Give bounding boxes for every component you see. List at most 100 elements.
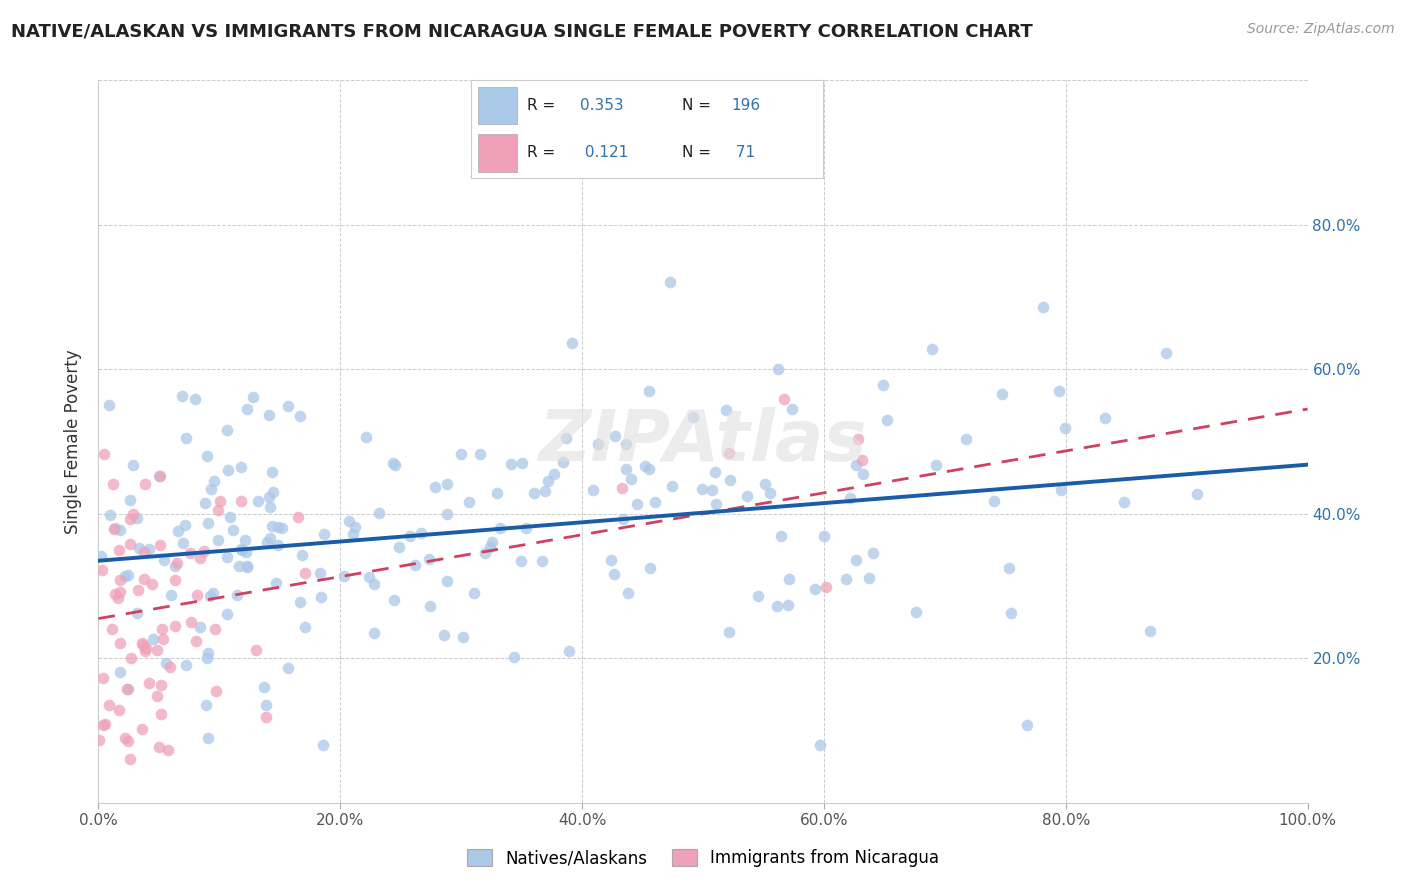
Point <box>93 447 115 461</box>
Point <box>103 522 125 536</box>
Point <box>108 523 131 537</box>
Point <box>457 495 479 509</box>
Text: R =: R = <box>527 98 555 113</box>
Point <box>108 585 131 599</box>
FancyBboxPatch shape <box>478 87 517 124</box>
Point <box>813 529 835 543</box>
Point <box>131 722 153 736</box>
Point <box>229 541 252 556</box>
Point <box>603 567 626 582</box>
Point <box>337 514 360 528</box>
Point <box>149 538 172 552</box>
Point <box>186 588 208 602</box>
Point <box>172 536 194 550</box>
Point <box>610 481 633 495</box>
Point <box>523 485 546 500</box>
Point <box>118 493 141 508</box>
Text: R =: R = <box>527 145 555 161</box>
Point <box>433 628 456 642</box>
Point <box>614 437 637 451</box>
Point <box>357 570 380 584</box>
Point <box>1154 346 1177 360</box>
Point <box>253 680 276 694</box>
Point <box>311 590 333 604</box>
Point <box>537 474 560 488</box>
Point <box>845 458 868 472</box>
Point <box>121 458 143 472</box>
Text: 0.121: 0.121 <box>581 145 628 161</box>
Point <box>127 583 149 598</box>
Point <box>132 639 155 653</box>
Point <box>717 624 740 639</box>
Point <box>208 494 231 508</box>
Point <box>165 618 187 632</box>
Point <box>277 661 299 675</box>
Point <box>682 410 704 425</box>
Point <box>146 690 169 704</box>
Point <box>107 591 129 605</box>
Point <box>561 336 583 351</box>
Point <box>217 423 239 437</box>
Point <box>384 458 406 472</box>
Point <box>176 432 198 446</box>
Point <box>236 401 259 416</box>
Point <box>983 493 1005 508</box>
Point <box>658 275 681 289</box>
Point <box>852 467 875 481</box>
Point <box>153 553 176 567</box>
Point <box>125 511 148 525</box>
Point <box>117 681 139 696</box>
Point <box>236 559 259 574</box>
Point <box>290 409 312 423</box>
Point <box>195 651 218 665</box>
Point <box>776 598 799 612</box>
Legend: Natives/Alaskans, Immigrants from Nicaragua: Natives/Alaskans, Immigrants from Nicara… <box>460 842 946 874</box>
Point <box>163 573 186 587</box>
Point <box>170 389 193 403</box>
Point <box>758 485 780 500</box>
Point <box>617 585 640 599</box>
Point <box>921 342 943 356</box>
Point <box>204 622 226 636</box>
Point <box>704 497 727 511</box>
Point <box>134 545 156 559</box>
Point <box>128 541 150 555</box>
Point <box>246 494 269 508</box>
Point <box>848 432 870 446</box>
Point <box>845 552 868 566</box>
Point <box>201 585 224 599</box>
Point <box>134 644 156 658</box>
Point <box>114 731 136 746</box>
Point <box>998 560 1021 574</box>
Point <box>117 568 139 582</box>
Point <box>851 453 873 467</box>
Point <box>108 542 131 557</box>
Point <box>260 518 283 533</box>
Point <box>450 447 472 461</box>
Point <box>91 671 114 685</box>
Point <box>333 568 356 582</box>
Point <box>780 401 803 416</box>
Point <box>955 432 977 446</box>
Point <box>404 558 426 572</box>
Point <box>138 676 160 690</box>
Point <box>582 483 605 497</box>
Point <box>586 437 609 451</box>
Point <box>872 378 894 392</box>
Point <box>118 512 141 526</box>
Point <box>155 656 177 670</box>
Point <box>173 517 195 532</box>
Point <box>485 486 508 500</box>
Point <box>197 516 219 531</box>
Point <box>183 392 205 406</box>
Point <box>217 463 239 477</box>
Point <box>194 698 217 713</box>
Point <box>612 512 634 526</box>
Point <box>862 546 884 560</box>
Point <box>354 430 377 444</box>
Point <box>291 548 314 562</box>
Point <box>184 634 207 648</box>
Point <box>138 541 160 556</box>
Point <box>121 507 143 521</box>
Point <box>876 413 898 427</box>
